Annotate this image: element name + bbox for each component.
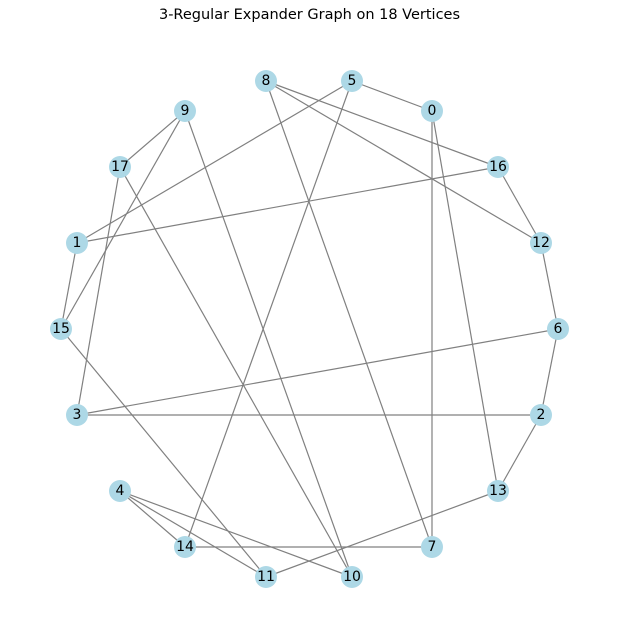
edge-9-10 [184,110,353,578]
node-label-9: 9 [181,103,190,119]
edge-2-13 [497,414,542,492]
node-label-15: 15 [52,321,70,337]
node-4: 4 [109,480,131,502]
node-circle-2 [530,404,552,426]
node-12: 12 [530,232,552,254]
node-circle-15 [50,318,72,340]
node-label-10: 10 [343,569,361,585]
node-label-6: 6 [554,321,563,337]
edge-2-6 [540,328,559,416]
node-2: 2 [530,404,552,426]
node-circle-0 [421,100,443,122]
node-circle-1 [66,232,88,254]
edge-4-11 [119,490,267,578]
node-14: 14 [174,536,196,558]
node-label-13: 13 [489,483,507,499]
node-label-2: 2 [537,407,546,423]
edge-6-12 [540,242,559,330]
node-circle-11 [255,566,277,588]
node-17: 17 [109,156,131,178]
node-5: 5 [341,70,363,92]
node-16: 16 [487,156,509,178]
node-circle-12 [530,232,552,254]
node-label-7: 7 [428,539,437,555]
edge-1-15 [60,242,78,330]
node-circle-13 [487,480,509,502]
edge-9-15 [60,110,186,330]
node-label-11: 11 [257,569,275,585]
node-label-5: 5 [348,73,357,89]
node-label-4: 4 [116,483,125,499]
node-circle-10 [341,566,363,588]
edge-5-14 [184,80,353,548]
node-15: 15 [50,318,72,340]
edge-1-5 [76,80,353,244]
edge-8-16 [265,80,499,168]
edge-0-13 [431,110,499,492]
node-circle-4 [109,480,131,502]
node-label-0: 0 [428,103,437,119]
node-10: 10 [341,566,363,588]
node-circle-17 [109,156,131,178]
edge-9-17 [119,110,186,168]
node-label-12: 12 [532,235,550,251]
node-circle-8 [255,70,277,92]
node-circle-6 [547,318,569,340]
edge-10-17 [119,166,353,578]
edge-7-8 [265,80,433,548]
node-circle-3 [66,404,88,426]
node-13: 13 [487,480,509,502]
chart-title: 3-Regular Expander Graph on 18 Vertices [158,7,461,23]
edge-4-14 [119,490,186,548]
node-label-3: 3 [73,407,82,423]
edge-0-5 [351,80,433,112]
edge-11-13 [265,490,499,578]
node-label-17: 17 [111,159,129,175]
node-9: 9 [174,100,196,122]
node-label-14: 14 [176,539,194,555]
node-6: 6 [547,318,569,340]
node-circle-16 [487,156,509,178]
node-label-16: 16 [489,159,507,175]
edge-3-6 [76,328,559,416]
node-label-1: 1 [73,235,82,251]
edge-12-16 [497,166,542,244]
node-circle-5 [341,70,363,92]
edges-layer [60,80,559,578]
edge-8-12 [265,80,542,244]
node-circle-7 [421,536,443,558]
node-circle-9 [174,100,196,122]
edge-3-17 [76,166,121,416]
node-0: 0 [421,100,443,122]
node-1: 1 [66,232,88,254]
node-circle-14 [174,536,196,558]
edge-11-15 [60,328,267,578]
node-7: 7 [421,536,443,558]
node-label-8: 8 [262,73,271,89]
node-11: 11 [255,566,277,588]
edge-1-16 [76,166,499,244]
node-3: 3 [66,404,88,426]
edge-4-10 [119,490,353,578]
node-8: 8 [255,70,277,92]
